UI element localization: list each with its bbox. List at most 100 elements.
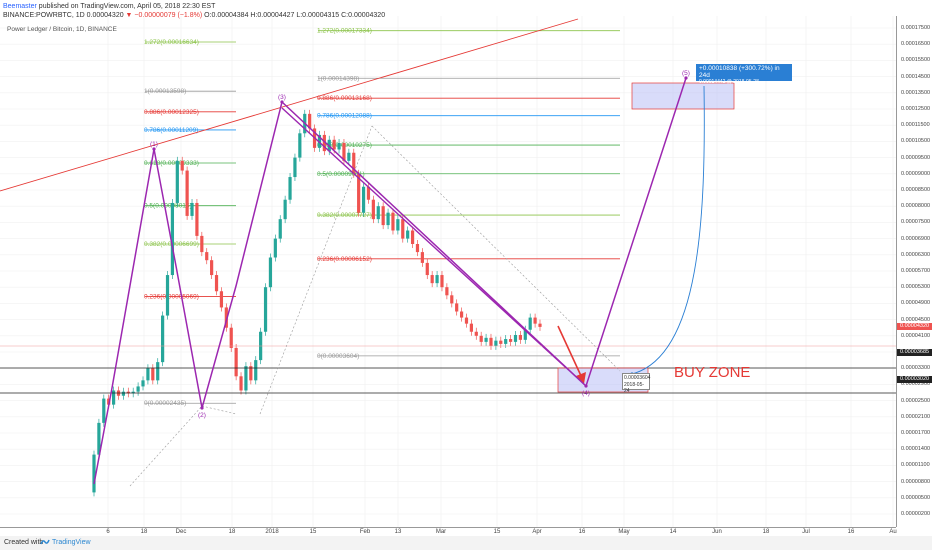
candle-body [342,143,346,161]
x-tick-label: 16 [578,529,586,535]
fib-level-label: 0.5(0.00008016) [144,203,192,210]
candle-body [366,186,371,200]
candle-body [249,366,253,381]
y-tick-label: 0.00014500 [901,73,931,80]
y-tick-label: 0.00013500 [901,89,931,96]
harmonic-pattern: (1) (2) (3) (4) (5) [93,70,690,485]
candle-body [361,186,366,213]
fib-level-label: 0.382(0.00007727) [317,212,372,219]
candle-body [97,422,101,455]
x-tick-label: Mar [435,529,447,535]
x-tick-label: Jun [712,529,722,535]
footer: Created with TradingView [0,536,932,550]
x-tick-label: 14 [669,529,677,535]
pattern-path [93,77,687,485]
candle-body [518,334,522,340]
candle-body [214,275,219,292]
candle-body [420,252,424,263]
pane-title: Power Ledger / Bitcoin, 1D, BINANCE [7,26,117,33]
y-tick-label: 0.00002500 [901,397,931,404]
change-value: ▼ −0.00000079 (−1.8%) [123,12,203,19]
candle-body [224,307,228,328]
pattern-point-label: (2) [198,412,206,419]
candle-body [254,360,258,381]
candle-body [523,329,527,340]
candle-body [410,230,415,244]
y-tick-label: 0.00010500 [901,138,931,145]
candle-body [210,260,214,276]
y-tick-label: 0.00004100 [901,332,931,339]
y-tick-label: 0.00016500 [901,41,931,48]
candle-body [396,219,400,231]
x-tick-label: Feb [359,529,371,535]
candle-body [141,380,145,387]
y-tick-label: 0.00001400 [901,446,931,453]
candle-body [538,323,542,327]
candle-body [347,152,351,161]
candle-body [513,334,518,342]
x-tick-label: Dec [175,529,187,535]
y-tick-label: 0.00000200 [901,511,931,517]
target-curve [631,85,705,375]
candle-body [156,362,160,381]
candle-body [376,206,380,220]
candle-body [180,160,184,171]
pattern-point [152,147,156,151]
candle-body [170,202,175,276]
pattern-point [200,406,204,410]
x-tick-label: May [618,529,630,535]
y-tick-label: 0.00000800 [901,478,931,485]
candle-body [337,143,341,150]
fib-level-label: 0.618(0.00009333) [144,160,199,167]
candle-body [386,212,390,226]
y-tick-label: 0.00006900 [901,235,931,242]
y-tick-label: 0.00001100 [901,462,930,469]
candle-body [112,390,116,405]
chart-header: Beemaster published on TradingView.com, … [3,2,385,20]
candle-body [121,391,126,396]
x-tick-label: Jul [802,529,810,535]
pattern-point-label: (5) [682,70,690,77]
y-tick-label: 0.00003300 [901,365,931,372]
x-tick-label: Apr [532,529,542,535]
candle-body [175,160,179,203]
y-tick-label: 0.00009500 [901,154,931,161]
candle-body [504,339,508,344]
callout-target: 0.00014442 @ 2018-05-28 [699,79,759,85]
dashed-leg [259,125,373,415]
x-tick-label: 15 [309,529,317,535]
author-link[interactable]: Beemaster [3,3,37,10]
tradingview-brand[interactable]: TradingView [52,539,91,546]
pattern-point-label: (3) [278,94,286,101]
y-tick-label: 0.00008000 [901,203,931,210]
candle-body [273,238,277,258]
candle-body [430,275,434,284]
fib-level-label: 0.786(0.00011209) [144,127,198,134]
date-flag: 0.00003604 2018-05-24 [622,373,650,394]
price-tag: 0.00003020 [897,376,932,384]
candle-body [263,287,268,332]
fib-level-label: 0(0.00003604) [317,353,359,360]
candle-body [92,454,96,493]
candle-body [415,244,420,253]
time-axis[interactable]: 6 18 Dec 18 2018 15 Feb 13 Mar 15 Apr 16 May 14 Jun 18 J… [0,527,897,537]
candle-body [440,275,444,288]
candle-body [352,152,356,174]
price-chart[interactable]: 1.272(0.00016634) 1(0.00013598) 0.886(0.00… [0,16,896,527]
candle-body [195,202,199,236]
price-axis[interactable]: 0.00017500 0.00016500 0.00015500 0.00014500… [896,16,932,527]
candle-body [102,398,106,423]
y-tick-label: 0.00011500 [901,122,930,129]
pattern-point [684,76,688,80]
symbol-line: BINANCE:POWRBTC, 1D 0.00004320 ▼ −0.0000… [3,11,385,20]
resistance-trendline [0,18,579,192]
candle-body [151,368,155,381]
fib-level-label: 1.272(0.00016634) [144,39,199,46]
x-tick-label: 18 [228,529,236,535]
measure-callout: +0.00010838 (+300.72%) in 24d 0.00014442… [696,64,792,85]
y-tick-label: 0.00000500 [901,494,931,501]
x-tick-label: 15 [493,529,501,535]
candle-body [459,311,464,318]
candle-body [185,170,189,216]
candle-body [499,340,503,344]
